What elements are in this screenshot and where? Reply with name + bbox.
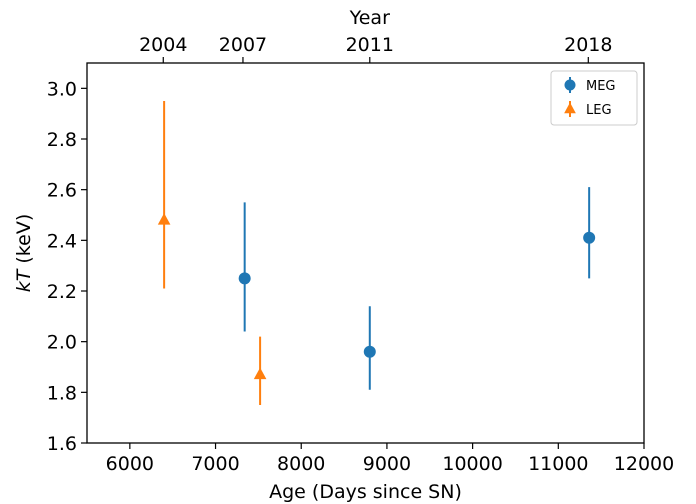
series-leg (157, 101, 267, 405)
x-tick-label: 9000 (363, 453, 411, 475)
data-point (583, 231, 596, 244)
y-axis-title-unit: (keV) (13, 214, 35, 270)
x-axis: 6000 7000 8000 9000 10000 11000 12000 (106, 443, 674, 475)
y-tick-label: 3.0 (47, 78, 77, 100)
x-tick-label: 7000 (191, 453, 239, 475)
top-tick-label: 2011 (346, 34, 394, 56)
top-year-axis: 2004 2007 2011 2018 (139, 34, 612, 63)
y-tick-label: 2.8 (47, 129, 77, 151)
legend: MEG LEG (550, 70, 638, 126)
y-tick-label: 1.8 (47, 382, 77, 404)
x-tick-label: 10000 (442, 453, 502, 475)
top-tick-label: 2018 (564, 34, 612, 56)
y-axis: 1.6 1.8 2.0 2.2 2.4 2.6 2.8 3.0 (47, 78, 87, 455)
data-point (253, 367, 267, 380)
data-point (157, 213, 171, 225)
y-tick-label: 2.4 (47, 230, 77, 252)
y-axis-title: kT (keV) (13, 214, 35, 293)
plot-frame (86, 62, 645, 444)
top-tick-label: 2007 (219, 34, 267, 56)
top-tick-label: 2004 (139, 34, 187, 56)
y-tick-label: 2.0 (47, 332, 77, 354)
x-axis-title: Age (Days since SN) (269, 481, 462, 503)
legend-marker (564, 102, 576, 114)
y-tick-label: 1.6 (47, 433, 77, 455)
legend-label: LEG (586, 103, 612, 118)
top-axis-title: Year (349, 7, 390, 29)
data-point (363, 345, 376, 358)
series-meg (238, 187, 596, 390)
legend-marker (564, 79, 576, 91)
x-tick-label: 6000 (106, 453, 154, 475)
x-tick-label: 8000 (277, 453, 325, 475)
y-tick-label: 2.6 (47, 180, 77, 202)
data-point (238, 272, 251, 285)
legend-label: MEG (586, 79, 616, 94)
x-tick-label: 12000 (614, 453, 674, 475)
data-marks (157, 101, 596, 405)
y-axis-title-symbol: kT (13, 268, 35, 292)
x-tick-label: 11000 (528, 453, 588, 475)
y-tick-label: 2.2 (47, 281, 77, 303)
